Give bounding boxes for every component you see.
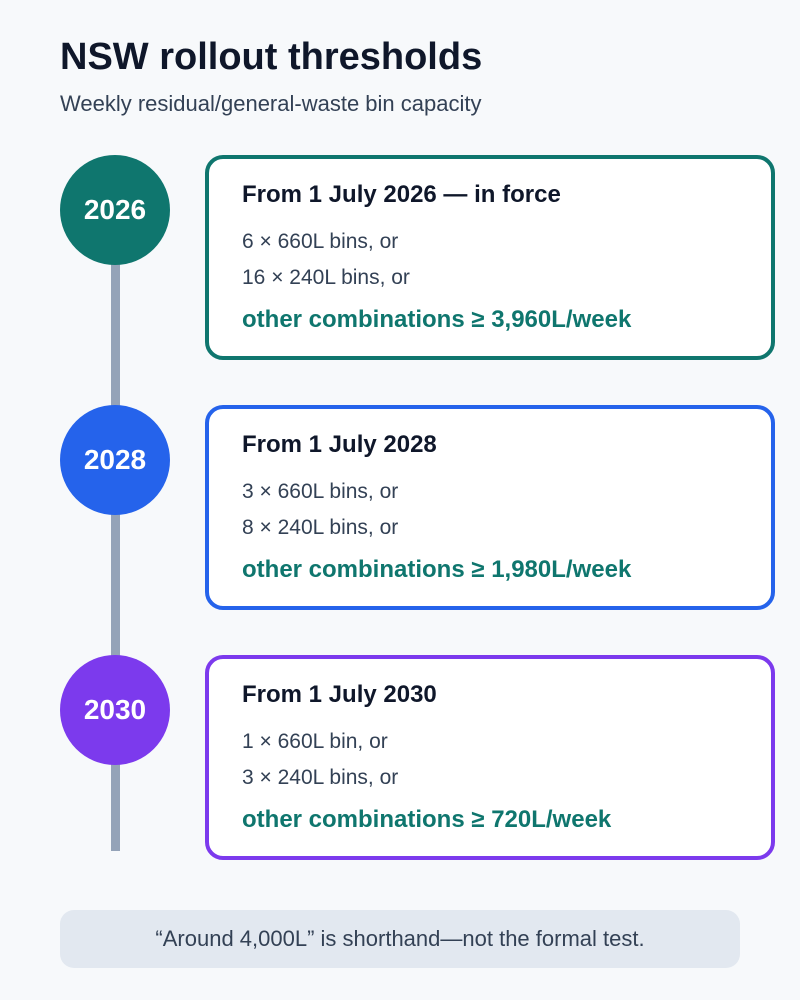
card-heading: From 1 July 2026 — in force bbox=[242, 181, 561, 208]
milestone-year-label: 2026 bbox=[83, 194, 147, 225]
card-heading: From 1 July 2030 bbox=[242, 681, 437, 708]
card-heading: From 1 July 2028 bbox=[242, 431, 437, 458]
timeline-line bbox=[111, 205, 120, 851]
milestone-2026-circle: 2026 bbox=[60, 155, 170, 265]
footnote-text: “Around 4,000L” is shorthand—not the for… bbox=[155, 926, 645, 951]
threshold-card-2026: From 1 July 2026 — in force 6 × 660L bin… bbox=[205, 155, 775, 360]
threshold-card-2030: From 1 July 2030 1 × 660L bin, or 3 × 24… bbox=[205, 655, 775, 860]
page-subtitle: Weekly residual/general-waste bin capaci… bbox=[60, 91, 482, 116]
card-option-660l: 6 × 660L bins, or bbox=[242, 230, 399, 253]
card-total-threshold: other combinations ≥ 720L/week bbox=[242, 806, 612, 833]
milestone-year-label: 2028 bbox=[83, 444, 147, 475]
threshold-card-2028: From 1 July 2028 3 × 660L bins, or 8 × 2… bbox=[205, 405, 775, 610]
page-title: NSW rollout thresholds bbox=[60, 36, 483, 78]
milestone-year-label: 2030 bbox=[83, 694, 147, 725]
card-option-660l: 3 × 660L bins, or bbox=[242, 480, 399, 503]
footnote-callout: “Around 4,000L” is shorthand—not the for… bbox=[60, 910, 740, 968]
card-option-240l: 8 × 240L bins, or bbox=[242, 516, 399, 539]
card-total-threshold: other combinations ≥ 1,980L/week bbox=[242, 556, 632, 583]
card-total-threshold: other combinations ≥ 3,960L/week bbox=[242, 306, 632, 333]
card-option-660l: 1 × 660L bin, or bbox=[242, 730, 388, 753]
milestone-2030-circle: 2030 bbox=[60, 655, 170, 765]
card-option-240l: 3 × 240L bins, or bbox=[242, 766, 399, 789]
milestone-2028-circle: 2028 bbox=[60, 405, 170, 515]
card-option-240l: 16 × 240L bins, or bbox=[242, 266, 410, 289]
